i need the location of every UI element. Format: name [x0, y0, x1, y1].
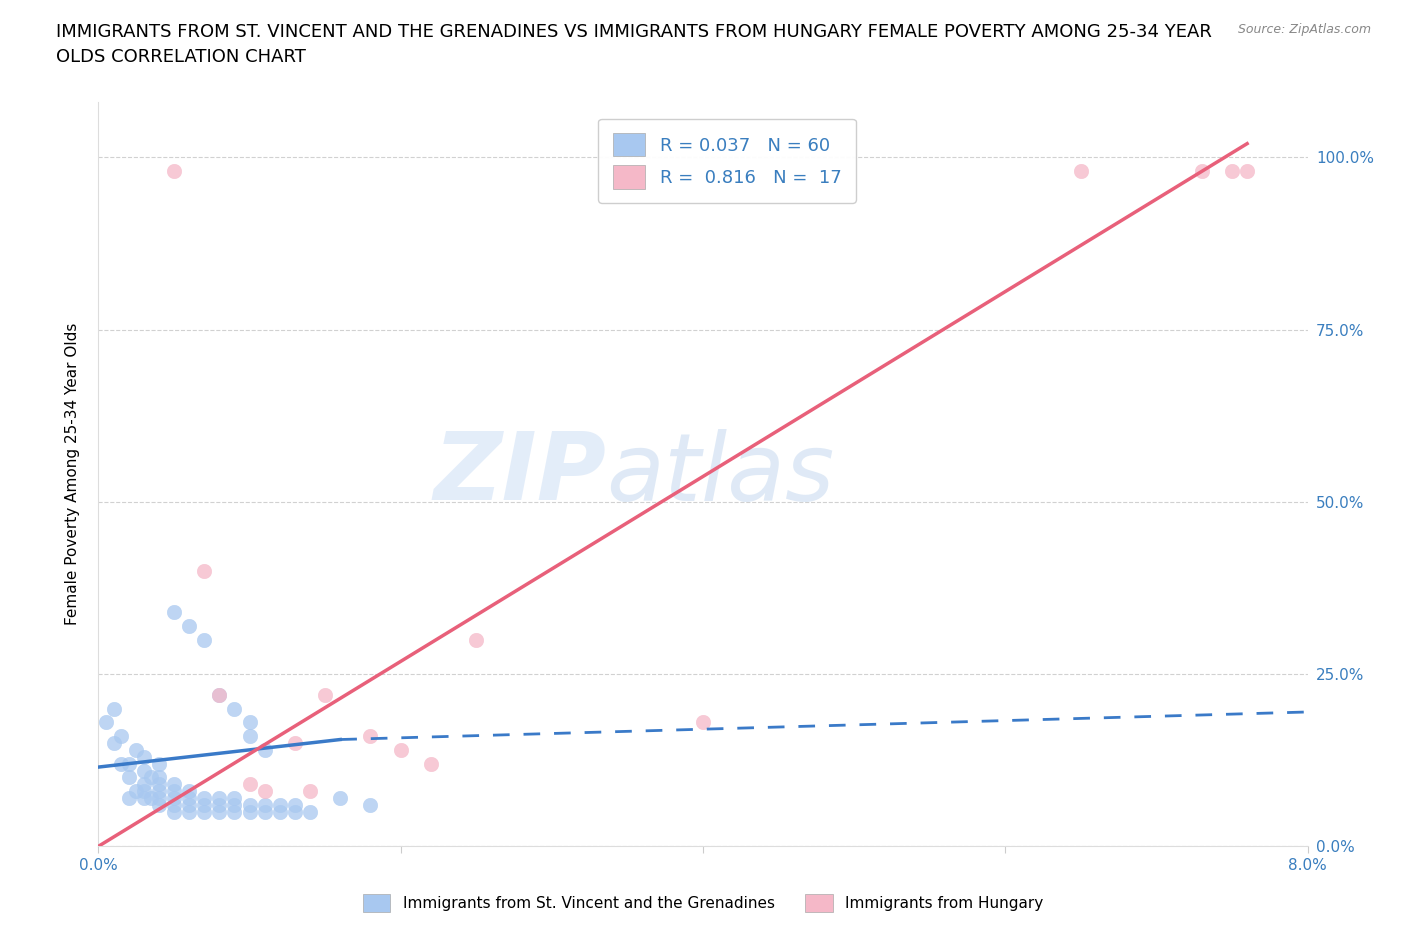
Point: [239, 804, 262, 819]
Point: [179, 804, 201, 819]
Point: [239, 798, 262, 813]
Point: [389, 742, 412, 757]
Point: [253, 742, 276, 757]
Point: [239, 777, 262, 791]
Point: [193, 632, 215, 647]
Point: [103, 701, 125, 716]
Point: [163, 164, 186, 179]
Point: [179, 790, 201, 805]
Point: [465, 632, 488, 647]
Point: [239, 715, 262, 730]
Point: [118, 790, 141, 805]
Point: [163, 790, 186, 805]
Point: [148, 784, 170, 799]
Point: [360, 728, 382, 743]
Point: [224, 804, 246, 819]
Point: [163, 798, 186, 813]
Point: [224, 798, 246, 813]
Y-axis label: Female Poverty Among 25-34 Year Olds: Female Poverty Among 25-34 Year Olds: [65, 323, 80, 626]
Point: [269, 798, 291, 813]
Point: [148, 790, 170, 805]
Point: [103, 736, 125, 751]
Point: [141, 790, 163, 805]
Point: [110, 728, 132, 743]
Point: [269, 804, 291, 819]
Point: [1220, 164, 1243, 179]
Point: [284, 804, 307, 819]
Point: [692, 715, 714, 730]
Point: [110, 756, 132, 771]
Point: [132, 764, 155, 778]
Point: [148, 756, 170, 771]
Point: [118, 770, 141, 785]
Point: [360, 798, 382, 813]
Point: [148, 777, 170, 791]
Point: [299, 784, 322, 799]
Point: [125, 784, 148, 799]
Point: [284, 736, 307, 751]
Point: [299, 804, 322, 819]
Point: [208, 687, 231, 702]
Point: [208, 798, 231, 813]
Point: [132, 777, 155, 791]
Point: [208, 687, 231, 702]
Point: [163, 784, 186, 799]
Point: [163, 604, 186, 619]
Point: [125, 742, 148, 757]
Point: [179, 618, 201, 633]
Point: [420, 756, 443, 771]
Point: [179, 784, 201, 799]
Point: [1191, 164, 1213, 179]
Point: [132, 790, 155, 805]
Point: [253, 804, 276, 819]
Point: [284, 798, 307, 813]
Point: [208, 790, 231, 805]
Point: [148, 770, 170, 785]
Point: [148, 798, 170, 813]
Text: atlas: atlas: [606, 429, 835, 520]
Point: [179, 798, 201, 813]
Point: [163, 804, 186, 819]
Point: [132, 784, 155, 799]
Point: [141, 770, 163, 785]
Point: [163, 777, 186, 791]
Legend: R = 0.037   N = 60, R =  0.816   N =  17: R = 0.037 N = 60, R = 0.816 N = 17: [599, 119, 856, 203]
Point: [1070, 164, 1092, 179]
Point: [1236, 164, 1258, 179]
Point: [193, 564, 215, 578]
Point: [314, 687, 336, 702]
Point: [193, 798, 215, 813]
Text: IMMIGRANTS FROM ST. VINCENT AND THE GRENADINES VS IMMIGRANTS FROM HUNGARY FEMALE: IMMIGRANTS FROM ST. VINCENT AND THE GREN…: [56, 23, 1212, 41]
Point: [94, 715, 117, 730]
Point: [253, 784, 276, 799]
Point: [224, 701, 246, 716]
Point: [193, 790, 215, 805]
Point: [224, 790, 246, 805]
Text: Source: ZipAtlas.com: Source: ZipAtlas.com: [1237, 23, 1371, 36]
Point: [253, 798, 276, 813]
Point: [118, 756, 141, 771]
Point: [132, 750, 155, 764]
Text: OLDS CORRELATION CHART: OLDS CORRELATION CHART: [56, 48, 307, 66]
Text: ZIP: ZIP: [433, 429, 606, 520]
Point: [239, 728, 262, 743]
Point: [193, 804, 215, 819]
Point: [208, 804, 231, 819]
Legend: Immigrants from St. Vincent and the Grenadines, Immigrants from Hungary: Immigrants from St. Vincent and the Gren…: [357, 888, 1049, 918]
Point: [329, 790, 352, 805]
